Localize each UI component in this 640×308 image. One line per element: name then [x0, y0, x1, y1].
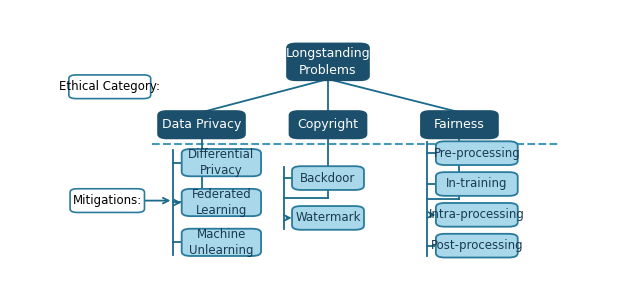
FancyBboxPatch shape: [289, 111, 367, 138]
Text: Differential
Privacy: Differential Privacy: [188, 148, 255, 177]
FancyBboxPatch shape: [292, 166, 364, 190]
FancyBboxPatch shape: [70, 189, 145, 213]
FancyBboxPatch shape: [69, 75, 150, 99]
Text: Longstanding
Problems: Longstanding Problems: [285, 47, 371, 77]
Text: Post-processing: Post-processing: [431, 239, 523, 252]
FancyBboxPatch shape: [436, 234, 518, 257]
FancyBboxPatch shape: [436, 203, 518, 227]
FancyBboxPatch shape: [436, 141, 518, 165]
FancyBboxPatch shape: [287, 43, 369, 80]
FancyBboxPatch shape: [436, 172, 518, 196]
Text: Data Privacy: Data Privacy: [162, 118, 241, 131]
Text: Copyright: Copyright: [298, 118, 358, 131]
Text: In-training: In-training: [446, 177, 508, 191]
FancyBboxPatch shape: [421, 111, 498, 138]
Text: Pre-processing: Pre-processing: [433, 147, 520, 160]
Text: Machine
Unlearning: Machine Unlearning: [189, 228, 253, 257]
FancyBboxPatch shape: [158, 111, 245, 138]
FancyBboxPatch shape: [182, 229, 261, 256]
FancyBboxPatch shape: [292, 206, 364, 230]
Text: Watermark: Watermark: [295, 211, 361, 225]
FancyBboxPatch shape: [182, 149, 261, 176]
Text: Backdoor: Backdoor: [300, 172, 356, 184]
Text: Federated
Learning: Federated Learning: [191, 188, 252, 217]
FancyBboxPatch shape: [182, 189, 261, 216]
Text: Fairness: Fairness: [434, 118, 485, 131]
Text: Mitigations:: Mitigations:: [73, 194, 142, 207]
Text: Ethical Category:: Ethical Category:: [60, 80, 160, 93]
Text: Intra-processing: Intra-processing: [429, 208, 525, 221]
